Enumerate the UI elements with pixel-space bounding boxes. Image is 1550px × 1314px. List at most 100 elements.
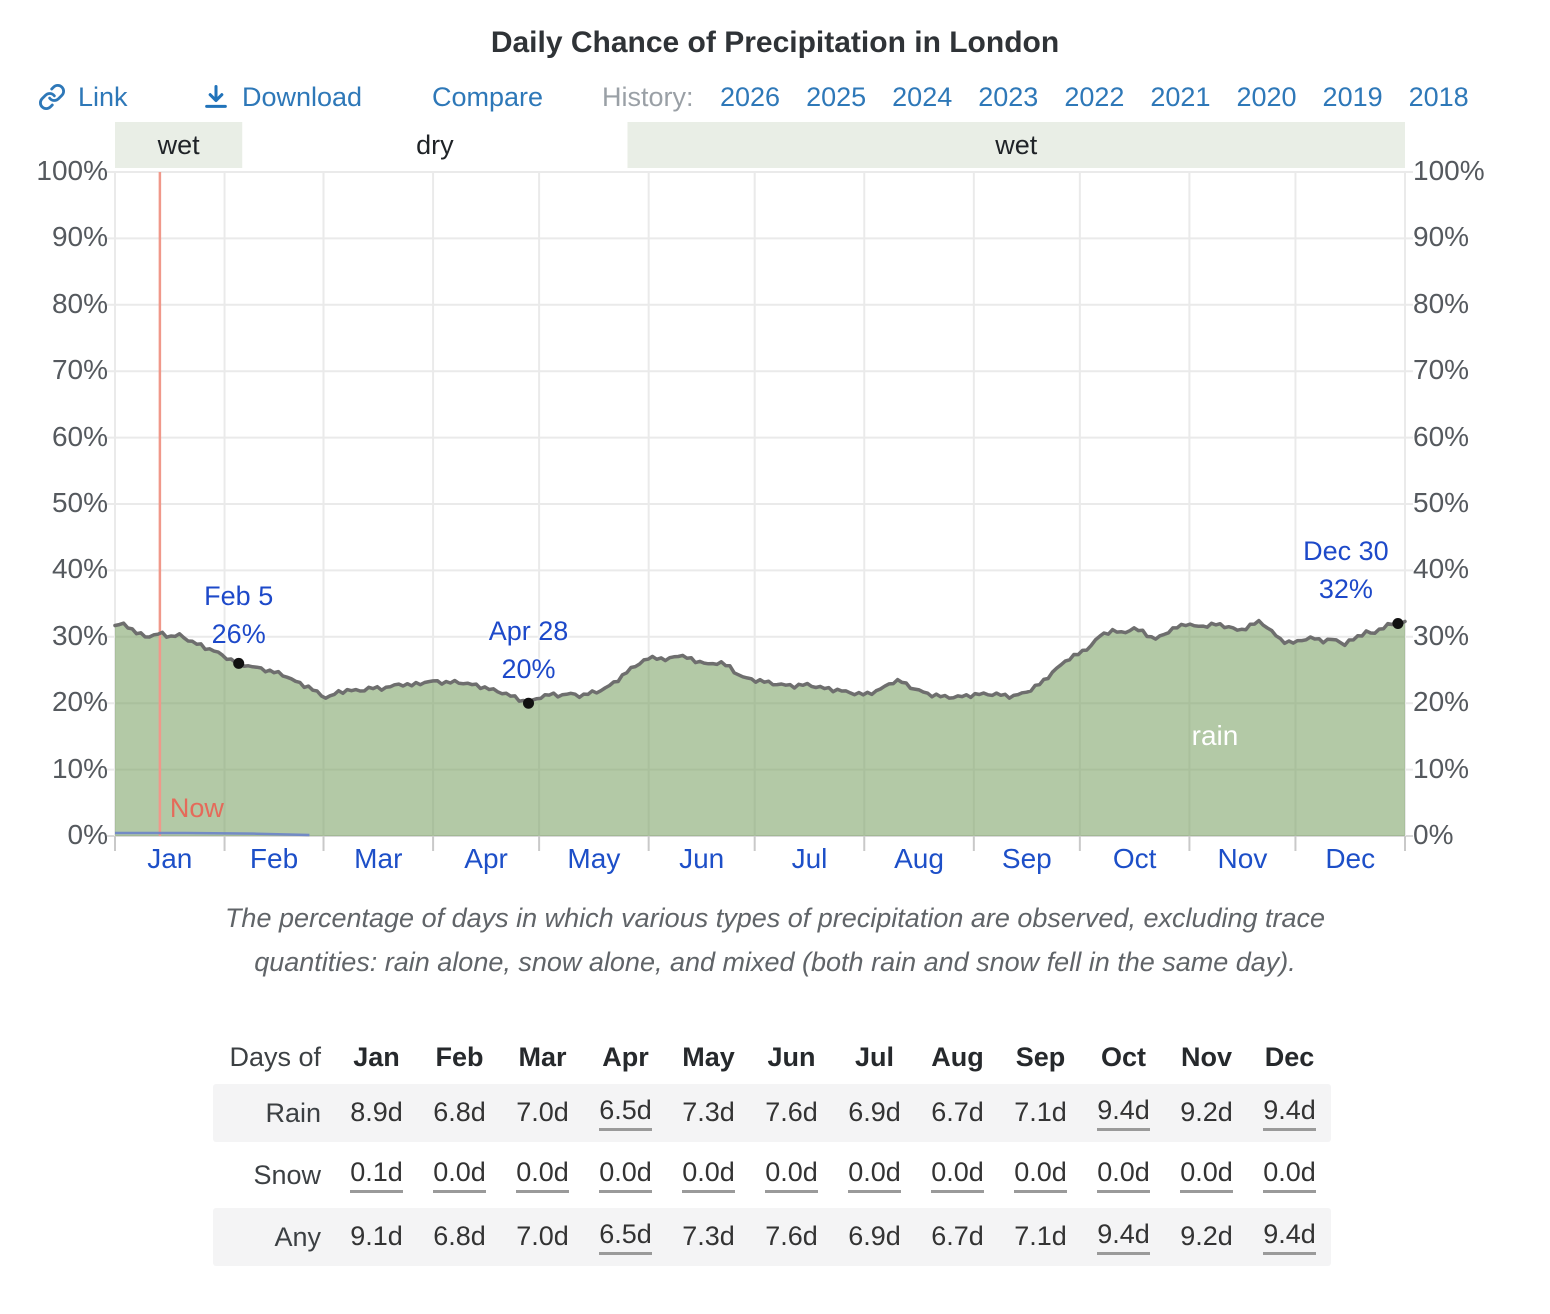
table-value: 6.7d xyxy=(931,1221,984,1252)
table-cell: 9.4d xyxy=(1248,1208,1331,1266)
table-cell: 7.0d xyxy=(501,1084,584,1142)
table-cell: 8.9d xyxy=(335,1084,418,1142)
table-value: 7.0d xyxy=(516,1097,569,1128)
history-year-link[interactable]: 2022 xyxy=(1064,81,1125,112)
table-value-extreme: 0.0d xyxy=(931,1157,984,1194)
table-value-extreme: 0.0d xyxy=(1263,1157,1316,1194)
table-value: 8.9d xyxy=(350,1097,403,1128)
download-icon xyxy=(202,83,230,111)
table-cell: 0.0d xyxy=(667,1146,750,1204)
table-value: 9.2d xyxy=(1180,1097,1233,1128)
table-value-extreme: 0.0d xyxy=(1014,1157,1067,1194)
history-label: History: xyxy=(602,81,694,112)
table-cell: 0.0d xyxy=(1248,1146,1331,1204)
table-cell: 0.0d xyxy=(750,1146,833,1204)
table-value-extreme: 0.1d xyxy=(350,1157,403,1194)
table-cell: 9.4d xyxy=(1248,1084,1331,1142)
table-cell: 0.0d xyxy=(916,1146,999,1204)
history-year-link[interactable]: 2019 xyxy=(1322,81,1383,112)
precipitation-chart[interactable]: wet dry wet 0% 0% 10% 10% 20% 20% 30% 30% 40% 40% 50%… xyxy=(0,0,1550,880)
table-month-header: Feb xyxy=(435,1041,484,1072)
table-value: 7.3d xyxy=(682,1221,735,1252)
history-year-link[interactable]: 2024 xyxy=(892,81,953,112)
history-year-link[interactable]: 2023 xyxy=(978,81,1039,112)
table-value-extreme: 0.0d xyxy=(848,1157,901,1194)
table-cell: 7.6d xyxy=(750,1084,833,1142)
table-month-header: Jul xyxy=(854,1041,894,1072)
table-cell: 7.3d xyxy=(667,1084,750,1142)
table-cell: 7.1d xyxy=(999,1208,1082,1266)
table-corner-label: Days of xyxy=(229,1041,321,1072)
table-cell: 6.9d xyxy=(833,1084,916,1142)
table-cell: 7.0d xyxy=(501,1208,584,1266)
table-month-header: Jun xyxy=(767,1041,816,1072)
table-value-extreme: 0.0d xyxy=(599,1157,652,1194)
history-year-link[interactable]: 2021 xyxy=(1150,81,1211,112)
table-cell: 0.0d xyxy=(418,1146,501,1204)
table-value-extreme: 0.0d xyxy=(1180,1157,1233,1194)
table-month-header: Sep xyxy=(1015,1041,1066,1072)
table-cell: 9.1d xyxy=(335,1208,418,1266)
table-month-header: Mar xyxy=(518,1041,567,1072)
table-row-label: Snow xyxy=(253,1159,321,1190)
table-cell: 6.8d xyxy=(418,1084,501,1142)
table-value: 7.0d xyxy=(516,1221,569,1252)
table-month-header: May xyxy=(682,1041,735,1072)
table-month-header: Oct xyxy=(1100,1041,1146,1072)
table-value-extreme: 9.4d xyxy=(1263,1219,1316,1256)
table-value-extreme: 6.5d xyxy=(599,1095,652,1132)
table-cell: 9.2d xyxy=(1165,1084,1248,1142)
rain-line xyxy=(113,618,1407,705)
table-month-header: Jan xyxy=(353,1041,400,1072)
table-month-header: Apr xyxy=(602,1041,649,1072)
table-cell: 0.0d xyxy=(1082,1146,1165,1204)
table-value: 9.1d xyxy=(350,1221,403,1252)
history-year-link[interactable]: 2020 xyxy=(1236,81,1297,112)
chart-canvas xyxy=(107,122,1413,851)
season-band xyxy=(115,122,243,168)
table-value-extreme: 0.0d xyxy=(765,1157,818,1194)
table-value-extreme: 6.5d xyxy=(599,1219,652,1256)
table-value-extreme: 9.4d xyxy=(1097,1095,1150,1132)
history-year-link[interactable]: 2018 xyxy=(1408,81,1469,112)
precip-days-table: Days of Jan Feb Mar Apr May Jun Jul Aug Sep Oct Nov… xyxy=(213,1030,1331,1270)
table-cell: 7.3d xyxy=(667,1208,750,1266)
table-body: Rain 8.9d 6.8d 7.0d 6.5d 7.3d 7.6d 6.9d 6.7d 7.1d… xyxy=(213,1084,1331,1266)
table-cell: 0.0d xyxy=(584,1146,667,1204)
compare-label: Compare xyxy=(432,81,544,112)
caption-line-2: quantities: rain alone, snow alone, and … xyxy=(254,946,1296,977)
history-year-link[interactable]: 2026 xyxy=(720,81,781,112)
table-cell: 6.7d xyxy=(916,1084,999,1142)
history-years: 2026 2025 2024 2023 2022 2021 2020 2019 2018 xyxy=(720,80,1469,114)
caption-line-1: The percentage of days in which various … xyxy=(224,903,1326,933)
table-value: 7.1d xyxy=(1014,1221,1067,1252)
link-button[interactable]: Link xyxy=(38,80,128,114)
table-cell: 6.5d xyxy=(584,1208,667,1266)
table-head: Days of Jan Feb Mar Apr May Jun Jul Aug Sep Oct Nov… xyxy=(213,1034,1331,1080)
page-title: Daily Chance of Precipitation in London xyxy=(490,26,1060,59)
compare-button[interactable]: Compare xyxy=(432,80,543,114)
table-value: 6.8d xyxy=(433,1097,486,1128)
season-band xyxy=(627,122,1405,168)
history-year-link[interactable]: 2025 xyxy=(806,81,867,112)
table-cell: 9.4d xyxy=(1082,1084,1165,1142)
table-value: 7.6d xyxy=(765,1221,818,1252)
link-label: Link xyxy=(78,81,128,112)
table-value: 6.7d xyxy=(931,1097,984,1128)
table-value: 7.3d xyxy=(682,1097,735,1128)
table-value-extreme: 0.0d xyxy=(682,1157,735,1194)
download-button[interactable]: Download xyxy=(202,80,362,114)
table-month-header: Dec xyxy=(1264,1041,1315,1072)
table-cell: 6.7d xyxy=(916,1208,999,1266)
rain-area-fill xyxy=(115,620,1405,836)
table-row-rain: Rain 8.9d 6.8d 7.0d 6.5d 7.3d 7.6d 6.9d 6.7d 7.1d… xyxy=(213,1084,1331,1142)
table-value-extreme: 0.0d xyxy=(516,1157,569,1194)
table-value-extreme: 9.4d xyxy=(1263,1095,1316,1132)
table-row-snow: Snow 0.1d 0.0d 0.0d 0.0d 0.0d 0.0d 0.0d 0.0d 0.0d… xyxy=(213,1146,1331,1204)
table-value-extreme: 0.0d xyxy=(1097,1157,1150,1194)
table-value: 6.9d xyxy=(848,1221,901,1252)
link-icon xyxy=(38,83,66,111)
table-cell: 0.0d xyxy=(833,1146,916,1204)
table-row-any: Any 9.1d 6.8d 7.0d 6.5d 7.3d 7.6d 6.9d 6.7d 7.1d 9… xyxy=(213,1208,1331,1266)
table-cell: 0.0d xyxy=(999,1146,1082,1204)
